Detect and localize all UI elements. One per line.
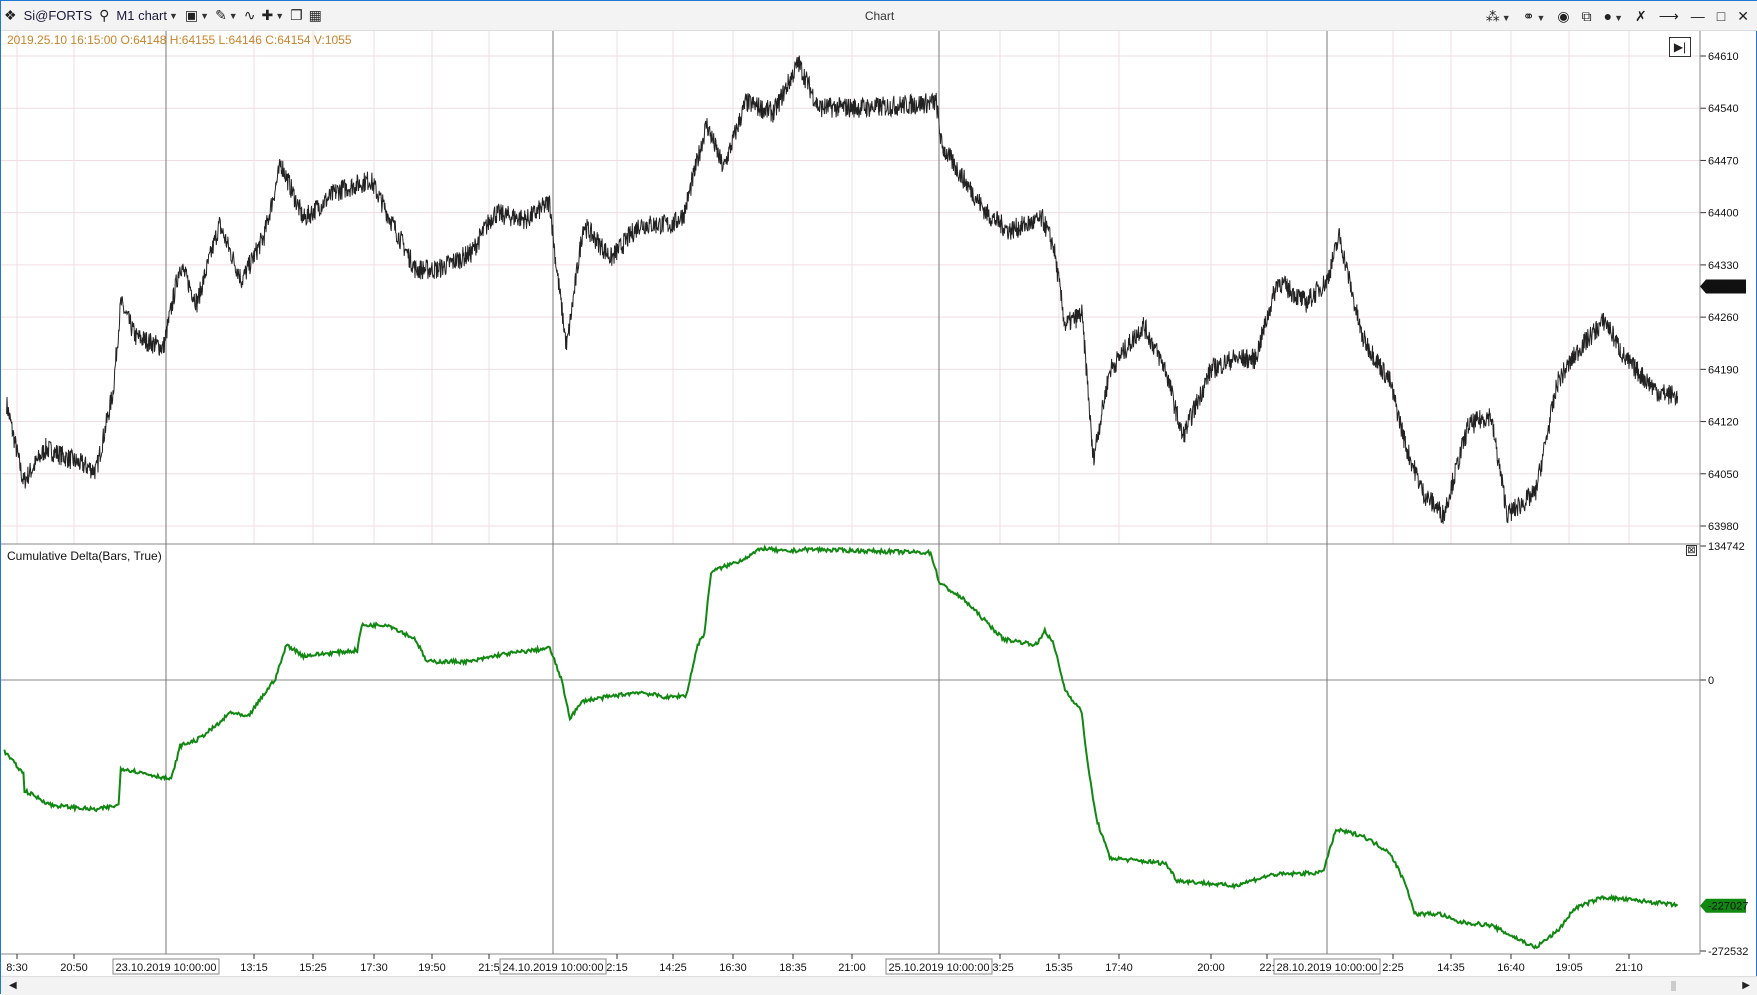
session-label-box xyxy=(1273,958,1381,975)
indicator-label: Cumulative Delta(Bars, True) xyxy=(7,549,162,563)
x-tick-label: 16:30 xyxy=(719,962,747,974)
x-tick-label: 14:25 xyxy=(659,962,687,974)
x-tick-label: 19:05 xyxy=(1555,962,1583,974)
session-label-box xyxy=(499,958,607,975)
x-tick-label: 16:40 xyxy=(1497,962,1525,974)
y-tick-label: 0 xyxy=(1708,675,1714,687)
scroll-right-icon[interactable]: ▶ xyxy=(1742,980,1750,991)
y-tick-label: 64190 xyxy=(1708,364,1739,376)
x-tick-label: 17:40 xyxy=(1105,962,1133,974)
session-label-box xyxy=(112,958,220,975)
y-tick-label: 63980 xyxy=(1708,521,1739,533)
y-tick-label: 64610 xyxy=(1708,51,1739,63)
chevron-down-icon: ▼ xyxy=(168,10,178,21)
y-tick-label: 134742 xyxy=(1708,541,1745,553)
x-tick-label: 2:25 xyxy=(1382,962,1403,974)
y-tick-label: 64400 xyxy=(1708,208,1739,220)
y-tick-label: 64120 xyxy=(1708,417,1739,429)
link-icon[interactable]: ⚭ ▼ xyxy=(1522,7,1546,24)
maximize-icon[interactable]: □ xyxy=(1716,8,1726,24)
go-to-end-icon[interactable]: ▶| xyxy=(1669,37,1691,57)
x-tick-label: 13:15 xyxy=(240,962,268,974)
session-label: 28.10.2019 10:00:00 xyxy=(1277,962,1378,974)
x-tick-label: 2:15 xyxy=(606,962,627,974)
chart-type-dropdown[interactable]: M1 chart ▼ xyxy=(112,1,182,31)
title-bar: ❖ Si@FORTS ⚲ M1 chart ▼ ▣ ▼ ✎ ▼ ∿ ✚ ▼ ❐ ▦ Ch… xyxy=(1,1,1757,31)
cumulative-delta-line xyxy=(3,544,1679,950)
scrollbar-thumb[interactable] xyxy=(1671,981,1676,991)
session-label-box xyxy=(885,958,993,975)
x-tick-label: 15:35 xyxy=(1045,962,1073,974)
y-tick-label: -272532 xyxy=(1708,946,1748,958)
chart-type-label: M1 chart xyxy=(116,8,167,23)
session-label: 23.10.2019 10:00:00 xyxy=(116,962,217,974)
y-tick-label: 64470 xyxy=(1708,155,1739,167)
cursor-icon[interactable]: ⁂ ▼ xyxy=(1485,7,1511,24)
lock-icon[interactable]: ● ▼ xyxy=(1603,8,1623,24)
pin-icon[interactable]: ⟶ xyxy=(1658,7,1679,24)
x-tick-label: 14:35 xyxy=(1437,962,1465,974)
horizontal-scrollbar[interactable]: ◀ ▶ xyxy=(1,976,1757,995)
y-tick-label: 64330 xyxy=(1708,260,1739,272)
y-tick-label: 64260 xyxy=(1708,312,1739,324)
x-tick-label: 8:30 xyxy=(6,962,27,974)
tools-icon[interactable]: ✗ xyxy=(1634,7,1647,24)
x-tick-label: 20:50 xyxy=(60,962,88,974)
x-tick-label: 22: xyxy=(1259,962,1274,974)
minimize-icon[interactable]: — xyxy=(1690,8,1705,24)
x-tick-label: 21:10 xyxy=(1615,962,1643,974)
ohlc-readout: 2019.25.10 16:15:00 O:64148 H:64155 L:64… xyxy=(7,33,352,47)
y-tick-label: 64540 xyxy=(1708,103,1739,115)
price-line xyxy=(6,55,1679,524)
y-tick-label: 64050 xyxy=(1708,469,1739,481)
x-tick-label: 18:35 xyxy=(779,962,807,974)
window-icon[interactable]: ❐ xyxy=(290,7,303,23)
session-label: 24.10.2019 10:00:00 xyxy=(503,962,604,974)
scroll-left-icon[interactable]: ◀ xyxy=(9,980,17,991)
indicator-icon[interactable]: ∿ xyxy=(243,7,256,23)
clone-icon[interactable]: ⧉ xyxy=(1581,7,1592,24)
x-tick-label: 15:25 xyxy=(299,962,327,974)
logo-icon[interactable]: ❖ xyxy=(4,7,17,23)
x-tick-label: 19:50 xyxy=(418,962,446,974)
symbol-selector[interactable]: Si@FORTS xyxy=(23,8,93,23)
current-price-marker xyxy=(1700,279,1746,294)
x-tick-label: 21:00 xyxy=(838,962,866,974)
session-label: 25.10.2019 10:00:00 xyxy=(889,962,990,974)
current-delta-marker xyxy=(1700,898,1746,913)
pencil-icon[interactable]: ✎ ▼ xyxy=(215,7,238,23)
template-icon[interactable]: ▦ xyxy=(308,7,322,23)
crosshair-icon[interactable]: ✚ ▼ xyxy=(261,7,285,23)
search-icon[interactable]: ⚲ xyxy=(99,7,110,23)
x-tick-label: 21:5 xyxy=(478,962,499,974)
close-indicator-icon[interactable]: ⊠ xyxy=(1686,545,1697,556)
camera-icon[interactable]: ◉ xyxy=(1557,7,1570,24)
x-tick-label: 17:30 xyxy=(360,962,388,974)
monitor-icon[interactable]: ▣ ▼ xyxy=(184,7,210,23)
x-tick-label: 13:25 xyxy=(986,962,1014,974)
current-price-label: 64301 xyxy=(1708,282,1739,294)
x-tick-label: 20:00 xyxy=(1197,962,1225,974)
current-delta-label: -227027 xyxy=(1708,901,1748,913)
close-icon[interactable]: ✕ xyxy=(1737,7,1749,24)
